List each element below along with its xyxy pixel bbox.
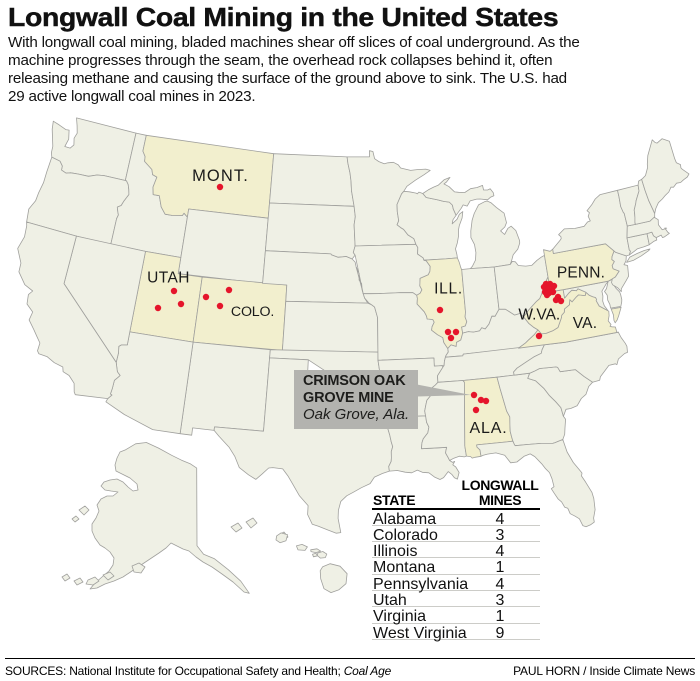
svg-text:MONT.: MONT. [192, 167, 249, 185]
svg-text:PENN.: PENN. [557, 265, 605, 282]
svg-text:COLO.: COLO. [231, 304, 274, 320]
svg-text:W.VA.: W.VA. [518, 307, 560, 324]
svg-text:ALA.: ALA. [470, 420, 508, 437]
svg-text:VA.: VA. [573, 315, 597, 332]
svg-text:UTAH: UTAH [147, 270, 190, 287]
svg-text:ILL.: ILL. [434, 281, 463, 298]
